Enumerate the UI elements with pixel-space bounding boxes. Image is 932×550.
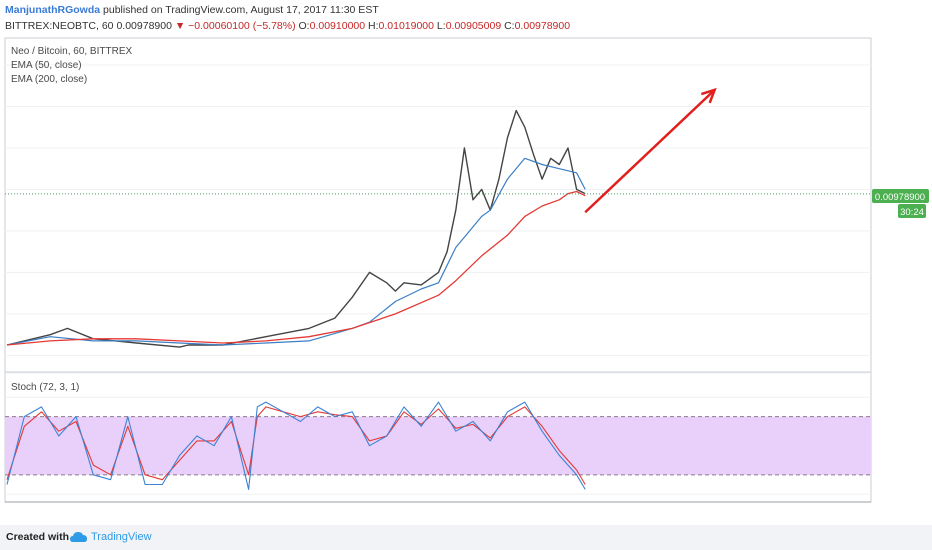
legend-ema200: EMA (200, close) <box>11 74 87 85</box>
author-link[interactable]: ManjunathRGowda <box>5 4 101 16</box>
last-price: 0.00978900 <box>116 20 172 32</box>
publish-info: published on TradingView.com, August 17,… <box>103 4 379 16</box>
time-badge: 30:24 <box>900 207 924 218</box>
low-label: L: <box>436 20 446 32</box>
symbol-label: BITTREX:NEOBTC, 60 <box>5 20 114 32</box>
projection-arrow-line <box>584 88 716 214</box>
created-with-label: Created with <box>6 531 70 543</box>
legend-ema50: EMA (50, close) <box>11 60 82 71</box>
close-label: C: <box>504 20 515 32</box>
main-pane <box>4 37 872 373</box>
stoch-k-line <box>6 401 586 490</box>
tradingview-brand[interactable]: TradingView <box>91 531 152 543</box>
chart-area[interactable]: Neo / Bitcoin, 60, BITTREX EMA (50, clos… <box>0 0 932 525</box>
stoch-band <box>5 416 871 475</box>
pane-title: Neo / Bitcoin, 60, BITTREX <box>11 46 132 57</box>
high-label: H: <box>368 20 379 32</box>
ema50-line <box>6 157 586 346</box>
stoch-d-line <box>6 406 586 485</box>
publish-line: ManjunathRGowda published on TradingView… <box>5 4 379 16</box>
time-badge-bg <box>898 204 926 218</box>
open-value: 0.00910000 <box>309 20 366 32</box>
ohlc-line: BITTREX:NEOBTC, 60 0.00978900 ▼ −0.00060… <box>5 20 570 32</box>
price-change: ▼ −0.00060100 (−5.78%) <box>174 20 296 32</box>
stoch-plot <box>5 372 871 495</box>
close-value: 0.00978900 <box>514 20 571 32</box>
tradingview-cloud-icon <box>70 532 87 542</box>
open-label: O: <box>298 20 310 32</box>
projection-arrow-head <box>700 87 717 104</box>
high-value: 0.01019000 <box>378 20 434 32</box>
ema200-line <box>6 190 586 346</box>
main-plot <box>5 64 871 356</box>
stoch-title: Stoch (72, 3, 1) <box>11 382 79 393</box>
price-badge: 0.00978900 <box>875 192 925 203</box>
footer: Created with TradingView <box>0 525 932 550</box>
price-badge-bg <box>872 189 929 203</box>
low-value: 0.00905009 <box>445 20 502 32</box>
